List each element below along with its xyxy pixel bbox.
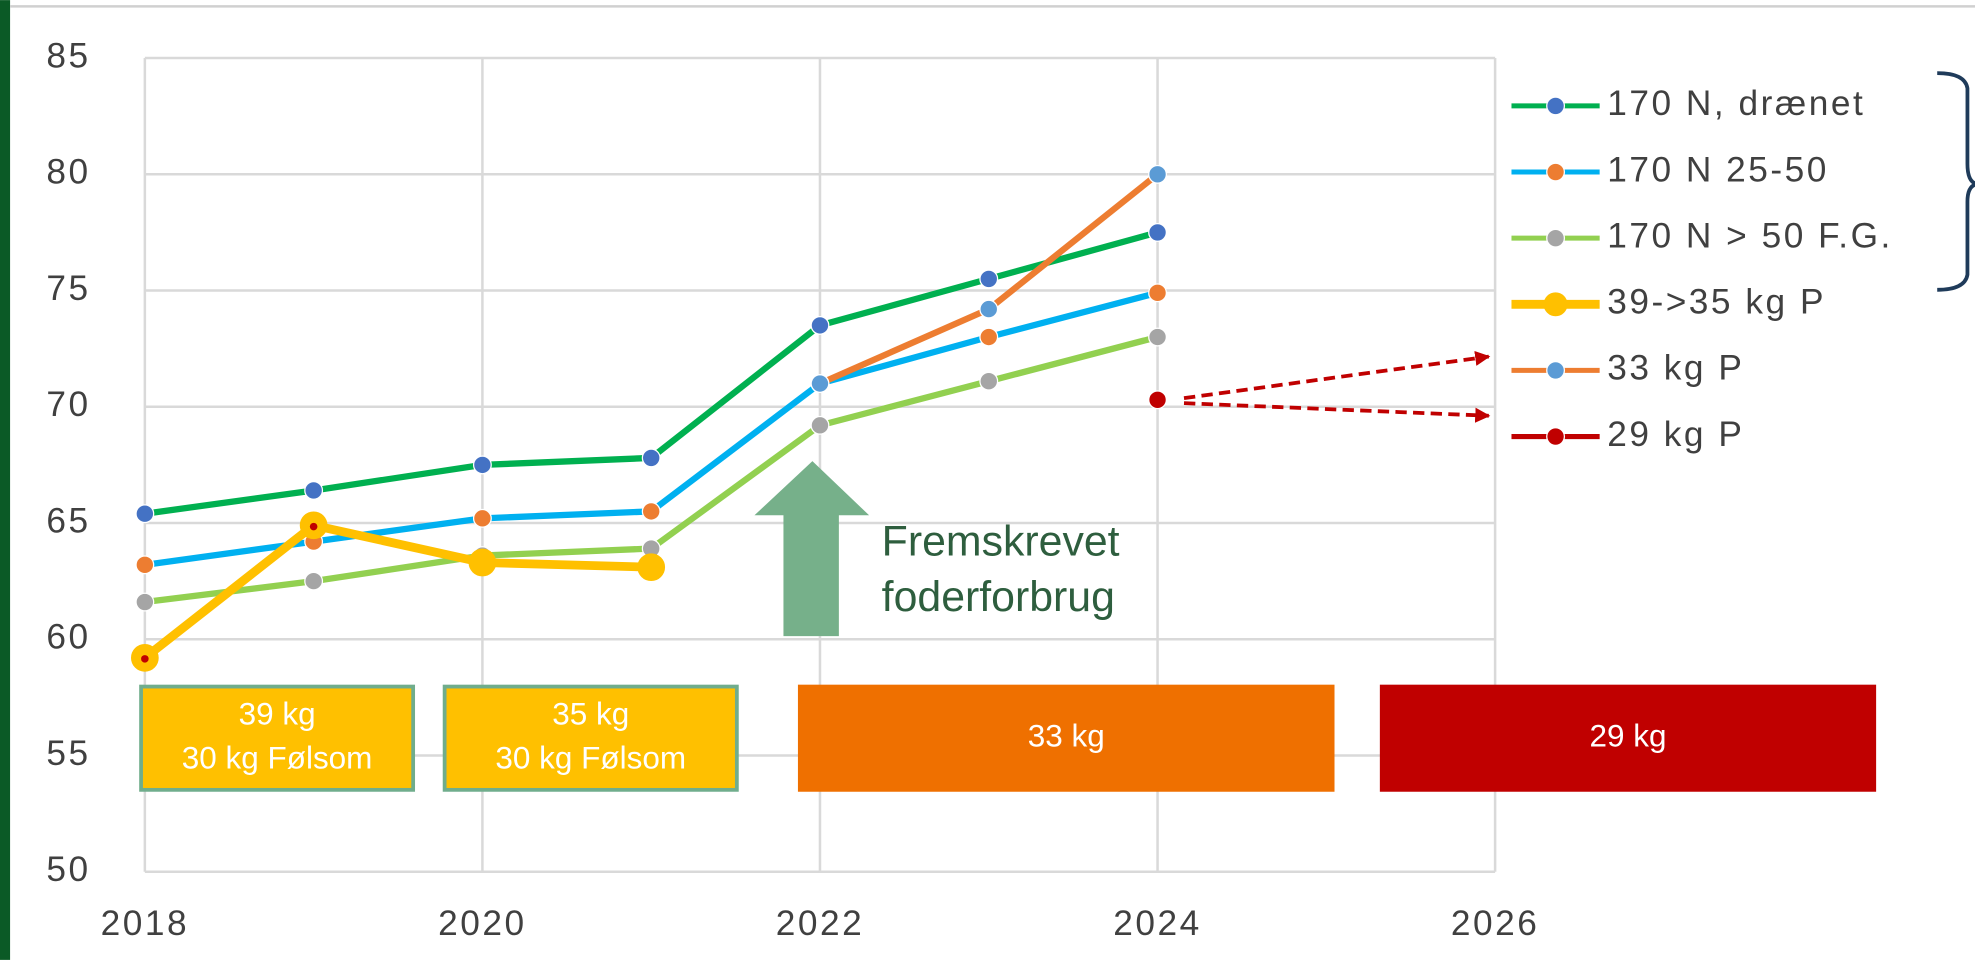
annotation: Fremskrevet [882, 518, 1120, 566]
legend-label: 33 kg P [1607, 349, 1744, 388]
projection-arrow [1183, 401, 1491, 423]
y-tick-label: 85 [46, 36, 90, 75]
x-tick-label: 2018 [101, 904, 190, 943]
y-tick-label: 60 [46, 618, 90, 657]
legend-label: 170 N, drænet [1607, 84, 1865, 123]
phase-label: 30 kg Følsom [495, 741, 686, 776]
x-tick-label: 2022 [776, 904, 865, 943]
projection-arrow [1183, 350, 1491, 401]
series-line [142, 520, 652, 662]
data-point [468, 548, 497, 577]
phase-label: 33 kg [1028, 719, 1105, 754]
data-point [641, 448, 661, 468]
data-point [135, 555, 155, 575]
legend-label: 170 N 25-50 [1607, 150, 1829, 189]
data-point [810, 374, 830, 393]
phase-box [1379, 684, 1877, 792]
brace [1937, 71, 1975, 186]
data-point [472, 508, 492, 528]
x-tick-label: 2020 [438, 904, 527, 943]
data-point [472, 455, 492, 475]
x-tick-label: 2024 [1113, 904, 1202, 943]
data-point [304, 481, 324, 500]
data-point [810, 415, 830, 435]
phase-label: 35 kg [552, 696, 629, 731]
y-tick-label: 55 [46, 734, 90, 773]
up-arrow [754, 461, 870, 637]
data-point [135, 592, 155, 612]
y-tick-label: 65 [46, 501, 90, 540]
legend-marker [1546, 360, 1566, 380]
marker-dot [141, 655, 149, 663]
x-tick-label: 2026 [1451, 904, 1540, 943]
phase-box [797, 684, 1335, 792]
data-point [641, 501, 661, 521]
phase-label: 39 kg [239, 696, 316, 731]
y-tick-label: 70 [46, 385, 90, 424]
phase-box [139, 684, 416, 792]
legend-marker [1543, 292, 1568, 317]
y-tick-label: 50 [46, 850, 90, 889]
left-border [0, 0, 11, 960]
phase-label: 29 kg [1589, 719, 1666, 754]
y-tick-label: 80 [46, 153, 90, 192]
legend-label: 170 N > 50 F.G. [1607, 216, 1893, 255]
legend-marker [1546, 162, 1566, 182]
data-point [979, 371, 999, 391]
marker-dot [309, 522, 318, 531]
legend-label: 39->35 kg P [1607, 283, 1826, 322]
data-point [1148, 164, 1167, 184]
data-point [304, 571, 324, 591]
data-point [135, 504, 155, 524]
data-point [637, 553, 666, 582]
data-point [979, 269, 999, 289]
legend-label: 29 kg P [1607, 415, 1744, 454]
phase-label: 30 kg Følsom [182, 741, 373, 776]
y-tick-label: 75 [46, 269, 90, 308]
data-point [979, 299, 999, 319]
data-point [1148, 390, 1167, 410]
series-line [144, 229, 1159, 517]
brace [1937, 182, 1975, 292]
legend-marker [1546, 427, 1566, 446]
legend-marker [1546, 96, 1566, 116]
data-point [979, 327, 999, 347]
data-point [1148, 222, 1167, 242]
data-point [810, 315, 830, 335]
annotation: foderforbrug [882, 573, 1115, 621]
data-point [1148, 283, 1167, 303]
phase-box [442, 684, 739, 792]
data-point [1148, 327, 1167, 347]
legend-marker [1546, 228, 1566, 248]
